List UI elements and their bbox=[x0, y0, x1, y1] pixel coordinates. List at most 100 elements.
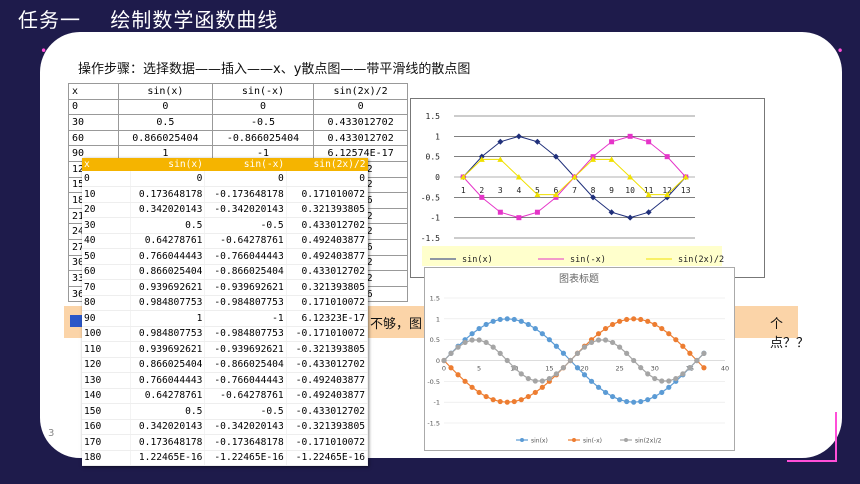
front-table-cell[interactable]: -0.64278761 bbox=[204, 233, 287, 249]
front-table-cell[interactable]: 0.173648178 bbox=[130, 434, 206, 451]
front-table-cell[interactable]: 50 bbox=[82, 248, 131, 265]
front-table-cell[interactable]: -1 bbox=[204, 310, 287, 327]
scatter-chart-smooth[interactable]: 图表标题1.510.50-0.5-1-1.50510152025303540si… bbox=[424, 267, 735, 451]
front-table-cell[interactable]: -0.5 bbox=[204, 217, 287, 234]
chart1-point bbox=[553, 194, 559, 200]
front-table-cell[interactable]: -0.492403877 bbox=[286, 372, 369, 389]
front-table-cell[interactable]: -1.22465E-16 bbox=[286, 450, 369, 466]
front-table-cell[interactable]: 110 bbox=[82, 341, 131, 358]
back-table-header-cell[interactable]: sin(-x) bbox=[211, 83, 315, 100]
front-table-cell[interactable]: 10 bbox=[82, 186, 131, 203]
back-table-cell[interactable]: 0.433012702 bbox=[313, 129, 408, 147]
front-table-header-cell[interactable]: sin(2x)/2 bbox=[286, 158, 368, 171]
front-table-cell[interactable]: 0.173648178 bbox=[130, 186, 206, 203]
front-table-cell[interactable]: 0.342020143 bbox=[130, 419, 206, 435]
front-table-cell[interactable]: -0.984807753 bbox=[204, 295, 287, 311]
back-table-cell[interactable]: 0.433012702 bbox=[313, 114, 408, 131]
front-table-header-cell[interactable]: sin(x) bbox=[130, 158, 205, 171]
front-table-cell[interactable]: -0.939692621 bbox=[204, 279, 287, 296]
front-table-cell[interactable]: -1.22465E-16 bbox=[204, 450, 287, 466]
back-table-cell[interactable]: 60 bbox=[68, 129, 119, 147]
back-table-cell[interactable]: 0 bbox=[313, 98, 408, 116]
front-table-cell[interactable]: 0.984807753 bbox=[130, 295, 206, 311]
front-table-cell[interactable]: 0.5 bbox=[130, 217, 206, 234]
front-table-cell[interactable]: 120 bbox=[82, 357, 131, 373]
front-table-cell[interactable]: -0.984807753 bbox=[204, 326, 287, 342]
front-table-cell[interactable]: 140 bbox=[82, 388, 131, 404]
front-table-cell[interactable]: 0 bbox=[204, 171, 287, 187]
front-table-cell[interactable]: 0.321393805 bbox=[286, 202, 369, 218]
front-table-cell[interactable]: 0.321393805 bbox=[286, 279, 369, 296]
front-table-cell[interactable]: -0.766044443 bbox=[204, 248, 287, 265]
front-table-cell[interactable]: 0.64278761 bbox=[130, 233, 206, 249]
front-table-cell[interactable]: 40 bbox=[82, 233, 131, 249]
front-table-cell[interactable]: -0.173648178 bbox=[204, 186, 287, 203]
front-table-cell[interactable]: -0.342020143 bbox=[204, 419, 287, 435]
front-table-cell[interactable]: 0.433012702 bbox=[286, 264, 369, 280]
back-table-header-cell[interactable]: sin(x) bbox=[118, 83, 213, 100]
front-table-cell[interactable]: 100 bbox=[82, 326, 131, 342]
front-table-cell[interactable]: -0.433012702 bbox=[286, 357, 369, 373]
back-table-header-cell[interactable]: sin(2x)/2 bbox=[313, 83, 408, 100]
front-table-cell[interactable]: 0.64278761 bbox=[130, 388, 206, 404]
front-table-cell[interactable]: 0.766044443 bbox=[130, 372, 206, 389]
front-table-cell[interactable]: 0 bbox=[82, 171, 131, 187]
front-table-cell[interactable]: -0.321393805 bbox=[286, 341, 369, 358]
line-chart-13-points[interactable]: 1.510.50-0.5-1-1.51 2 3 4 5 6 7 8 9 10 11 12 13sin(x… bbox=[410, 98, 765, 278]
front-table-cell[interactable]: 0 bbox=[286, 171, 369, 187]
front-table-cell[interactable]: -0.321393805 bbox=[286, 419, 369, 435]
front-table-cell[interactable]: 60 bbox=[82, 264, 131, 280]
front-table-cell[interactable]: -0.492403877 bbox=[286, 388, 369, 404]
back-table-cell[interactable]: 30 bbox=[68, 114, 119, 131]
front-table-header-cell[interactable]: sin(-x) bbox=[204, 158, 287, 171]
front-table-cell[interactable]: 0.984807753 bbox=[130, 326, 206, 342]
back-table-cell[interactable]: 0 bbox=[68, 98, 119, 116]
front-table-cell[interactable]: 0.433012702 bbox=[286, 217, 369, 234]
front-table-cell[interactable]: -0.433012702 bbox=[286, 403, 369, 420]
front-table-cell[interactable]: 150 bbox=[82, 403, 131, 420]
back-table-cell[interactable]: 0 bbox=[211, 98, 315, 116]
front-table-cell[interactable]: 1.22465E-16 bbox=[130, 450, 206, 466]
front-table-cell[interactable]: 0.171010072 bbox=[286, 186, 369, 203]
front-table-cell[interactable]: 70 bbox=[82, 279, 131, 296]
front-table-cell[interactable]: -0.766044443 bbox=[204, 372, 287, 389]
front-table-cell[interactable]: 0.492403877 bbox=[286, 248, 369, 265]
front-table-cell[interactable]: -0.171010072 bbox=[286, 434, 369, 451]
front-table-header-cell[interactable]: x bbox=[82, 158, 130, 171]
front-table-cell[interactable]: 160 bbox=[82, 419, 131, 435]
front-table-cell[interactable]: 0.5 bbox=[130, 403, 206, 420]
back-table-header-cell[interactable]: x bbox=[68, 83, 119, 100]
front-table-cell[interactable]: -0.866025404 bbox=[204, 357, 287, 373]
front-table-cell[interactable]: 0.939692621 bbox=[130, 279, 206, 296]
front-table-cell[interactable]: 20 bbox=[82, 202, 131, 218]
back-table-cell[interactable]: -0.866025404 bbox=[211, 129, 315, 147]
front-table-cell[interactable]: -0.939692621 bbox=[204, 341, 287, 358]
front-table-cell[interactable]: 0.866025404 bbox=[130, 264, 206, 280]
front-table-cell[interactable]: -0.64278761 bbox=[204, 388, 287, 404]
front-table-cell[interactable]: 180 bbox=[82, 450, 131, 466]
front-table-cell[interactable]: -0.173648178 bbox=[204, 434, 287, 451]
front-table-cell[interactable]: 1 bbox=[130, 310, 206, 327]
front-table-cell[interactable]: 130 bbox=[82, 372, 131, 389]
back-table-cell[interactable]: -0.5 bbox=[211, 114, 315, 131]
back-table-cell[interactable]: 0.5 bbox=[118, 114, 213, 131]
front-table-cell[interactable]: -0.866025404 bbox=[204, 264, 287, 280]
front-table-cell[interactable]: 0.866025404 bbox=[130, 357, 206, 373]
front-table-cell[interactable]: -0.5 bbox=[204, 403, 287, 420]
front-table-cell[interactable]: -0.342020143 bbox=[204, 202, 287, 218]
back-table-cell[interactable]: 0 bbox=[118, 98, 213, 116]
front-table-cell[interactable]: 0.342020143 bbox=[130, 202, 206, 218]
front-table-cell[interactable]: 0.492403877 bbox=[286, 233, 369, 249]
front-table-cell[interactable]: 6.12323E-17 bbox=[286, 310, 369, 327]
front-table-cell[interactable]: 0.766044443 bbox=[130, 248, 206, 265]
chart1-x-tick-label: 12 bbox=[662, 186, 672, 195]
front-table-cell[interactable]: 0.939692621 bbox=[130, 341, 206, 358]
front-table-cell[interactable]: 90 bbox=[82, 310, 131, 327]
front-table-cell[interactable]: 30 bbox=[82, 217, 131, 234]
front-table-cell[interactable]: 0 bbox=[130, 171, 206, 187]
front-table-cell[interactable]: 170 bbox=[82, 434, 131, 451]
front-table-cell[interactable]: -0.171010072 bbox=[286, 326, 369, 342]
back-table-cell[interactable]: 0.866025404 bbox=[118, 129, 213, 147]
front-table-cell[interactable]: 80 bbox=[82, 295, 131, 311]
front-table-cell[interactable]: 0.171010072 bbox=[286, 295, 369, 311]
